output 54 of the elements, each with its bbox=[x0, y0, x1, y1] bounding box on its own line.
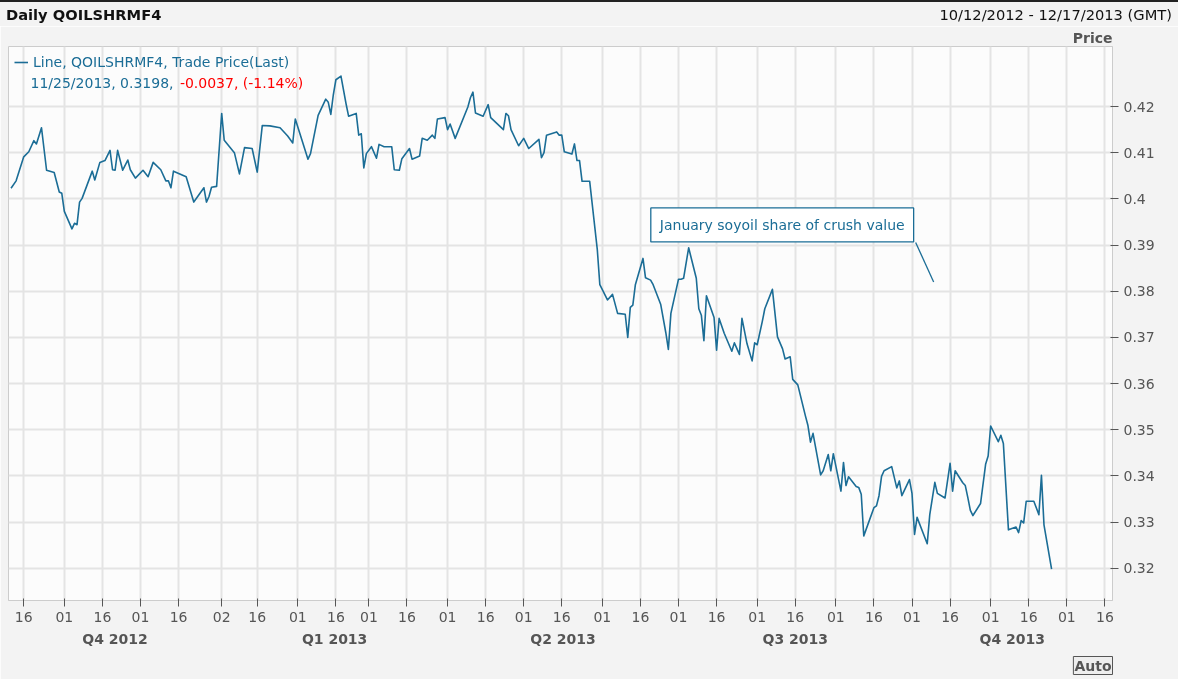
y-axis-title: Price bbox=[1072, 29, 1113, 46]
x-tick-label: 01 bbox=[981, 608, 1000, 625]
text: Q3 2013 bbox=[762, 630, 828, 647]
x-tick-label: 01 bbox=[514, 608, 533, 625]
x-tick-label: 01 bbox=[438, 608, 457, 625]
x-tick-label: 16 bbox=[707, 608, 726, 625]
y-tick-label: 0.37 bbox=[1123, 329, 1155, 346]
y-tick-label: 0.34 bbox=[1123, 467, 1155, 484]
text: Q4 2013 bbox=[979, 630, 1045, 647]
x-tick-label: 16 bbox=[248, 608, 267, 625]
chart-title: Daily QOILSHRMF4 bbox=[6, 5, 162, 25]
x-tick-label: 01 bbox=[131, 608, 150, 625]
x-tick-label: 16 bbox=[1095, 608, 1114, 625]
x-tick-label: 16 bbox=[1019, 608, 1038, 625]
x-tick-label: 16 bbox=[169, 608, 188, 625]
x-tick-label: 01 bbox=[359, 608, 378, 625]
x-tick-label: 01 bbox=[903, 608, 921, 625]
y-tick-label: 0.36 bbox=[1123, 375, 1155, 392]
text: Auto bbox=[1074, 657, 1112, 674]
x-tick-label: 16 bbox=[398, 608, 416, 625]
x-tick-label: 16 bbox=[552, 608, 571, 625]
x-tick-label: 16 bbox=[476, 608, 495, 625]
y-tick-label: 0.41 bbox=[1123, 144, 1155, 161]
text: Q1 2013 bbox=[301, 630, 368, 647]
line-series bbox=[10, 75, 1053, 570]
x-tick-label: 16 bbox=[93, 608, 112, 625]
x-tick-label: 01 bbox=[55, 608, 74, 625]
legend-label: Line, QOILSHRMF4, Trade Price(Last) bbox=[33, 54, 290, 70]
chart-subtitle: 10/12/2012 - 12/17/2013 (GMT) bbox=[939, 5, 1172, 25]
y-tick-label: 0.38 bbox=[1123, 283, 1155, 300]
y-tick-label: 0.42 bbox=[1123, 98, 1155, 115]
x-tick-label: 01 bbox=[593, 608, 612, 625]
x-tick-label: 16 bbox=[941, 608, 960, 625]
y-tick-label: 0.32 bbox=[1123, 560, 1155, 577]
x-tick-label: 01 bbox=[826, 608, 845, 625]
x-tick-label: 01 bbox=[1057, 608, 1076, 625]
y-tick-label: 0.33 bbox=[1123, 514, 1155, 531]
x-tick-label: 16 bbox=[326, 608, 345, 625]
y-tick-label: 0.35 bbox=[1123, 421, 1155, 438]
text: Q4 2012 bbox=[82, 630, 148, 647]
annotation: 11/25/2013, 0.3198, bbox=[30, 74, 174, 91]
x-tick-label: 16 bbox=[865, 608, 883, 625]
x-tick-label: 01 bbox=[748, 608, 767, 625]
y-tick-label: 0.4 bbox=[1123, 190, 1146, 207]
text: Q2 2013 bbox=[530, 630, 596, 647]
annotation: January soyoil share of crush value bbox=[658, 216, 905, 233]
y-tick-label: 0.39 bbox=[1123, 237, 1155, 254]
annotation: -0.0037, (-1.14%) bbox=[179, 74, 304, 91]
x-tick-label: 02 bbox=[212, 608, 231, 625]
x-tick-label: 01 bbox=[288, 608, 307, 625]
x-tick-label: 16 bbox=[14, 608, 33, 625]
x-tick-label: 16 bbox=[786, 608, 805, 625]
x-tick-label: 16 bbox=[631, 608, 650, 625]
x-tick-label: 01 bbox=[669, 608, 688, 625]
